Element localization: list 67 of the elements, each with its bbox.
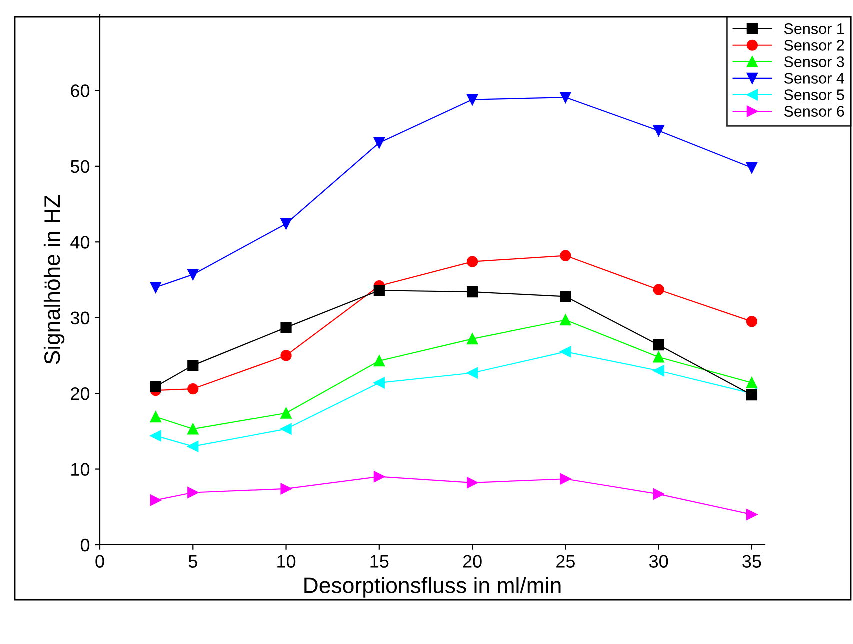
point [466, 368, 478, 379]
y-tick-label: 60 [71, 84, 90, 98]
point [653, 352, 664, 363]
x-tick-label: 15 [370, 555, 389, 568]
point [653, 488, 664, 500]
point [466, 286, 478, 298]
point [560, 291, 572, 302]
point [280, 218, 292, 230]
legend-label: Sensor 6 [784, 106, 844, 117]
point [188, 487, 199, 498]
x-tick-label: 0 [96, 555, 104, 568]
x-tick-label: 30 [649, 555, 668, 568]
point [188, 360, 199, 372]
point [560, 314, 572, 326]
legend-label: Sensor 5 [784, 90, 844, 100]
point [653, 365, 664, 376]
point [746, 377, 758, 389]
point [374, 377, 385, 389]
point [374, 355, 385, 367]
point [560, 474, 572, 485]
point [653, 340, 664, 351]
point [746, 509, 758, 520]
point [466, 334, 478, 345]
point [280, 350, 292, 362]
x-tick-label: 35 [742, 555, 762, 568]
point [150, 430, 162, 442]
point [280, 408, 292, 419]
point [560, 92, 572, 104]
point [466, 94, 478, 106]
point [188, 441, 199, 452]
x-tick-label: 25 [556, 555, 575, 568]
y-tick-label: 0 [80, 538, 90, 552]
point [280, 424, 292, 435]
point [466, 256, 478, 268]
y-tick-label: 30 [70, 312, 90, 325]
y-tick-label: 40 [70, 236, 90, 249]
point [150, 282, 162, 294]
x-tick-label: 20 [463, 555, 482, 568]
point [466, 477, 478, 488]
legend-label: Sensor 1 [784, 24, 844, 34]
x-tick-label: 5 [188, 555, 198, 568]
point [653, 125, 664, 136]
legend-label: Sensor 4 [784, 73, 844, 84]
point [150, 411, 162, 423]
x-axis-title: Desorptionsfluss in ml/min [304, 577, 561, 598]
point [374, 285, 385, 296]
legend-label: Sensor 3 [784, 56, 844, 68]
x-tick-label: 10 [278, 555, 296, 568]
y-tick-label: 10 [72, 463, 90, 476]
point [746, 316, 758, 328]
point [374, 137, 385, 149]
point [653, 284, 664, 296]
point [560, 346, 572, 358]
point [374, 471, 385, 482]
legend-label: Sensor 2 [784, 40, 844, 51]
point [280, 483, 292, 495]
point [188, 269, 199, 280]
y-axis-title: Signalhöhe in HZ [44, 195, 65, 364]
y-tick-label: 50 [70, 160, 90, 174]
point [560, 250, 572, 262]
point [150, 494, 162, 506]
point [188, 383, 199, 395]
point [150, 381, 162, 392]
y-tick-label: 20 [71, 388, 90, 400]
point [280, 322, 292, 334]
point [188, 424, 199, 435]
point [746, 162, 758, 174]
